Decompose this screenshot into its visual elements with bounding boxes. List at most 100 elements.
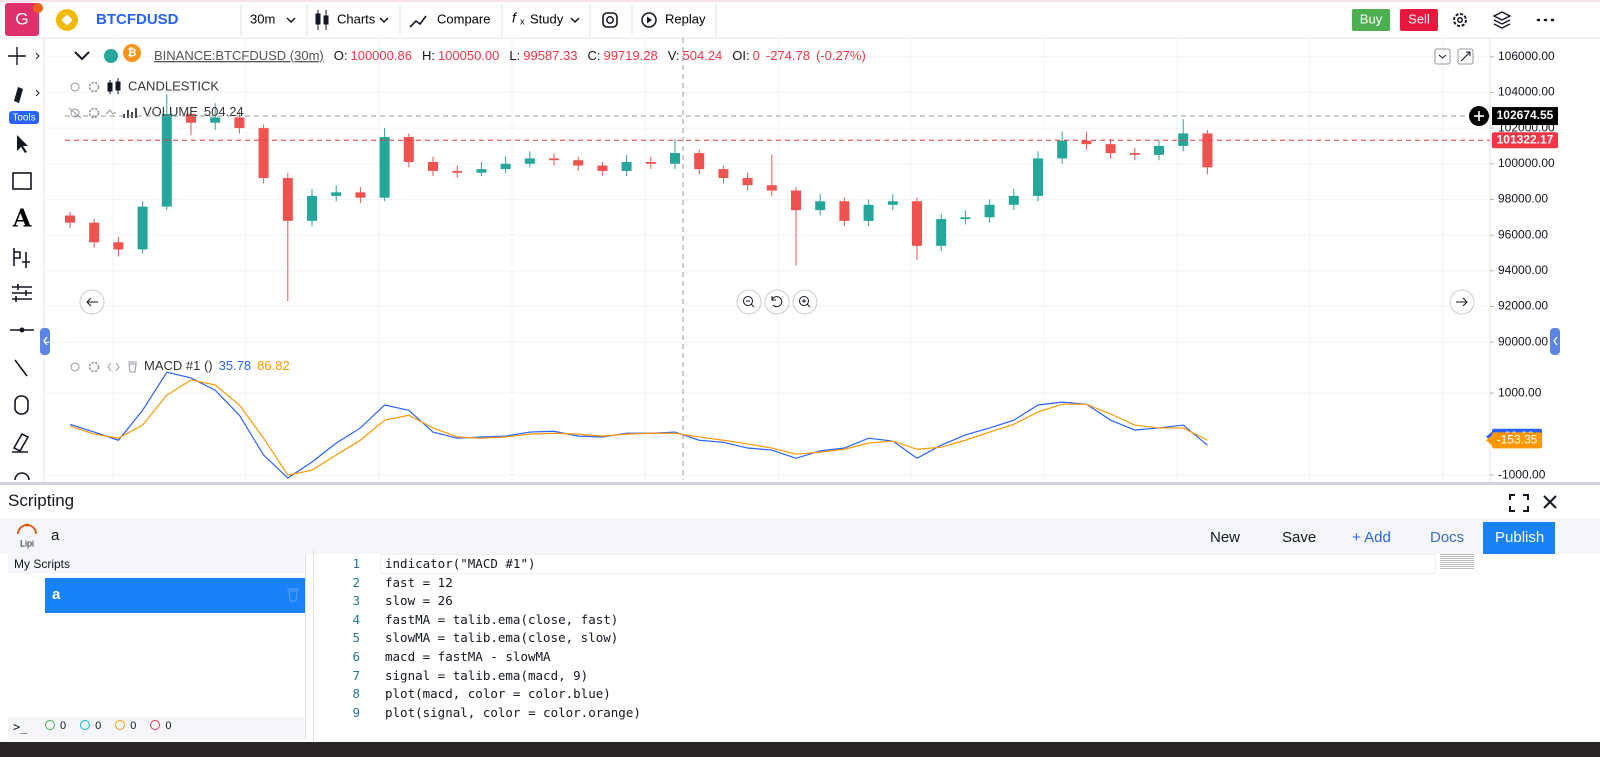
pattern-tool[interactable]	[13, 248, 30, 268]
crosshair-badge	[1492, 107, 1558, 126]
candle-body	[549, 158, 559, 161]
code-line: slowMA = talib.ema(close, slow)	[385, 630, 619, 646]
coin-icon: ₿	[128, 47, 137, 59]
status-item: 0	[45, 720, 66, 732]
crosshair-tool[interactable]	[8, 47, 26, 65]
script-item[interactable]	[45, 578, 305, 613]
candle-body	[476, 169, 487, 173]
maximize-icon	[1509, 494, 1529, 512]
line-number: 4	[352, 611, 360, 627]
layers-icon[interactable]	[1492, 11, 1512, 29]
candle-body	[573, 160, 584, 166]
status-count: 0	[60, 720, 67, 732]
sell-button[interactable]	[1400, 9, 1438, 31]
new-button[interactable]: New	[1210, 529, 1241, 546]
console-icon[interactable]: >_	[13, 720, 28, 734]
line-number: 6	[352, 649, 360, 664]
chevron	[379, 17, 389, 24]
zoom-out-icon	[746, 300, 755, 308]
candle-body	[742, 178, 753, 186]
legend-change: -274.78	[766, 48, 810, 63]
legend-value: 0	[753, 48, 760, 63]
line-number: 8	[352, 686, 360, 702]
pointer-tool[interactable]	[17, 135, 28, 153]
reset-zoom[interactable]	[764, 289, 790, 315]
candle-body	[1154, 145, 1164, 155]
candle-icon	[107, 78, 121, 94]
study-button[interactable]: Study	[530, 11, 564, 26]
buy-label: Buy	[1360, 11, 1383, 26]
pane-button[interactable]	[1434, 48, 1451, 65]
pencil-tool[interactable]	[14, 87, 23, 103]
editor-gutter	[313, 550, 314, 742]
candle-body	[1129, 153, 1140, 155]
save-button[interactable]: Save	[1282, 529, 1317, 546]
interval[interactable]: 30m	[250, 11, 275, 26]
status-icon	[80, 720, 91, 730]
avatar[interactable]	[5, 3, 39, 36]
visibility-icon[interactable]	[70, 108, 80, 118]
candle-body	[670, 153, 680, 164]
y-tick-label: 106000.00	[1498, 49, 1555, 63]
mouse-tool[interactable]	[14, 395, 29, 415]
publish-button[interactable]: Publish	[1483, 522, 1555, 554]
status-icon	[150, 720, 161, 730]
pane-button[interactable]	[1457, 48, 1474, 65]
candle-body	[718, 169, 729, 179]
lock-tool[interactable]	[12, 432, 30, 453]
legend-label: C:	[587, 48, 600, 63]
visibility-icon[interactable]	[70, 362, 80, 372]
magnet-tool[interactable]	[14, 472, 30, 481]
pane-button-icon	[1460, 51, 1471, 62]
legend-label: O:	[334, 48, 348, 63]
add-button[interactable]: + Add	[1352, 529, 1391, 546]
delete-icon[interactable]	[128, 361, 137, 373]
text-tool[interactable]: A	[12, 204, 32, 233]
legend-value: 100000.86	[350, 48, 411, 63]
source-icon[interactable]	[107, 362, 120, 372]
chevron	[570, 17, 580, 24]
grid	[44, 38, 1490, 480]
trend-tool[interactable]	[14, 359, 28, 377]
instagram-icon[interactable]	[602, 12, 618, 28]
charts-button[interactable]: Charts	[337, 11, 376, 26]
last-price-label: 101322.17	[1497, 132, 1554, 146]
zoom-in[interactable]	[792, 289, 818, 315]
settings-icon[interactable]	[88, 361, 100, 373]
docs-button[interactable]: Docs	[1430, 529, 1465, 546]
candle-body	[960, 217, 971, 220]
close-button[interactable]	[1541, 493, 1559, 511]
maximize-button[interactable]	[1508, 493, 1530, 513]
study-icon: x	[520, 16, 525, 26]
candle-body	[403, 137, 414, 162]
line-number: 5	[352, 630, 360, 646]
candle-body	[936, 219, 947, 246]
logo-text: Lipi	[20, 538, 34, 548]
compare-button[interactable]: Compare	[437, 11, 490, 26]
buy-button[interactable]	[1352, 9, 1390, 31]
symbol[interactable]: BTCFDUSD	[96, 11, 179, 28]
settings-icon[interactable]	[88, 81, 100, 93]
delete-script[interactable]	[286, 586, 300, 602]
rectangle-tool[interactable]	[12, 172, 32, 190]
settings-icon[interactable]	[1453, 13, 1467, 27]
volume-name: VOLUME	[143, 104, 198, 119]
script-name[interactable]: a	[51, 527, 60, 544]
code-line: macd = fastMA - slowMA	[385, 649, 551, 664]
replay-icon	[647, 16, 652, 24]
chevron	[286, 17, 296, 24]
candle-body	[524, 158, 535, 164]
zoom-out[interactable]	[736, 289, 762, 315]
settings-icon[interactable]	[88, 107, 100, 119]
candle-body	[1033, 158, 1043, 196]
indicator-badge-notch	[1486, 435, 1492, 446]
candle-body	[234, 117, 245, 129]
candle-body	[645, 161, 656, 164]
replay-button[interactable]: Replay	[665, 11, 706, 26]
visibility-icon[interactable]	[70, 82, 80, 92]
code-line: slow = 26	[385, 593, 453, 609]
legend-collapse[interactable]	[74, 51, 90, 61]
candle-body	[621, 161, 632, 171]
fib-tool[interactable]	[12, 284, 32, 302]
